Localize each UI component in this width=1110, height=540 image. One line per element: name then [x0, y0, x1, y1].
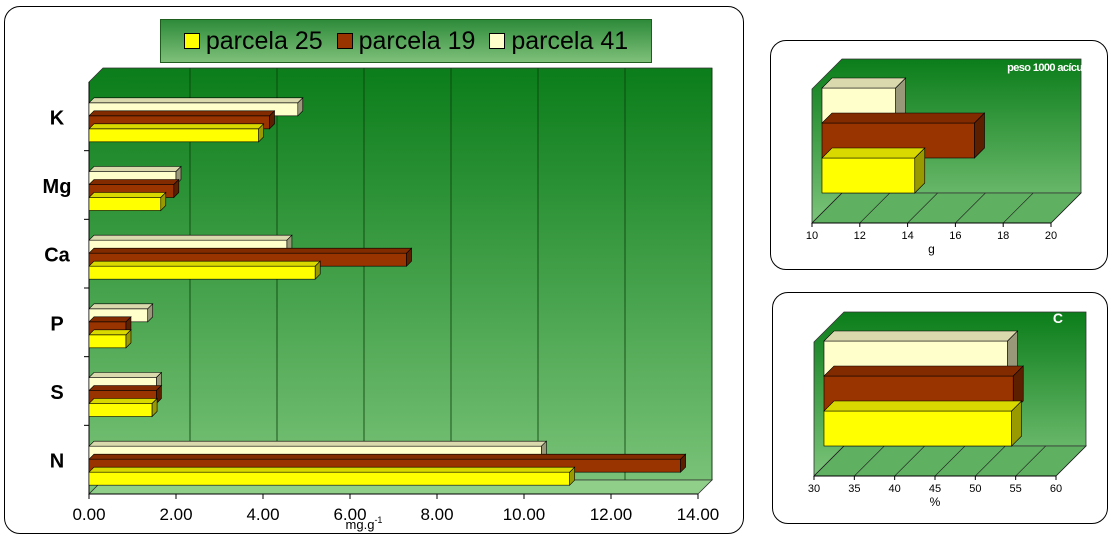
legend-label: parcela 41 — [511, 26, 629, 55]
legend-swatch-parcela-19 — [336, 33, 353, 49]
floor-gridline — [1015, 445, 1046, 477]
x-tick-label: 0.00 — [72, 505, 105, 524]
floor-gridline — [854, 445, 885, 477]
bar — [88, 329, 132, 349]
category-label: N — [50, 451, 64, 473]
x-tick-label: 30 — [808, 483, 820, 495]
floor-gridline — [1002, 192, 1034, 224]
x-axis-label-superscript: -1 — [374, 515, 382, 525]
bar — [88, 260, 321, 280]
main-chart: 0.00 2.00 4.00 6.00 8.00 10.00 12.00 14.00 mg.g-… — [43, 67, 720, 532]
x-tick-label: 55 — [1010, 483, 1022, 495]
bar — [88, 123, 265, 143]
x-tick-label: 2.00 — [159, 505, 192, 524]
needle-weight-chart-panel: 10 12 14 16 18 20 g peso 1000 acículas — [770, 40, 1108, 270]
x-tick-label: 12 — [854, 230, 866, 242]
x-axis-label: g — [928, 242, 935, 256]
x-tick-label: 12.00 — [590, 505, 633, 524]
main-chart-panel: 0.00 2.00 4.00 6.00 8.00 10.00 12.00 14.00 mg.g-… — [4, 6, 744, 534]
x-tick-label: 16 — [949, 230, 961, 242]
floor-gridline — [1050, 192, 1082, 224]
legend-item-parcela-41: parcela 41 — [489, 27, 628, 56]
x-tick-label: 4.00 — [246, 505, 279, 524]
category-label: K — [50, 107, 65, 129]
legend-label: parcela 25 — [205, 26, 323, 55]
bar — [88, 466, 576, 486]
x-tick-label: 35 — [848, 483, 860, 495]
x-tick-label: 40 — [889, 483, 901, 495]
floor-gridline — [1055, 445, 1087, 477]
bar — [88, 191, 167, 212]
floor-gridline — [894, 445, 925, 477]
legend-swatch-parcela-25 — [183, 33, 200, 49]
legend-swatch-parcela-41 — [489, 33, 506, 49]
floor-gridline — [934, 445, 966, 477]
bar — [823, 400, 1023, 447]
x-tick-label: 45 — [929, 483, 941, 495]
x-tick-label: 6.00 — [333, 505, 366, 524]
x-tick-label: 20 — [1045, 230, 1057, 242]
legend-label: parcela 19 — [358, 26, 476, 55]
floor-gridline — [955, 192, 986, 224]
chart-title: peso 1000 acículas — [1007, 62, 1096, 74]
x-tick-label: 10.00 — [503, 505, 546, 524]
floor-gridline — [907, 192, 938, 224]
plot-floor — [811, 192, 1082, 224]
category-label: Mg — [43, 176, 72, 198]
floor-gridline — [859, 192, 891, 224]
legend-item-parcela-25: parcela 25 — [183, 26, 323, 56]
x-tick-label: 14.00 — [677, 505, 720, 524]
x-tick-label: 18 — [997, 230, 1009, 242]
needle-weight-chart: 10 12 14 16 18 20 g peso 1000 acículas — [806, 58, 1097, 256]
category-label: P — [50, 313, 63, 335]
x-tick-label: 8.00 — [420, 505, 453, 524]
legend: parcela 25 parcela 19 parcela 41 — [160, 19, 652, 63]
floor-gridline — [811, 192, 843, 224]
x-axis-label: mg.g-1 — [346, 515, 383, 532]
floor-gridline — [975, 445, 1006, 477]
carbon-chart: 30 35 40 45 50 55 60% C — [808, 310, 1087, 509]
x-tick-label: 10 — [806, 230, 818, 242]
category-label: S — [50, 382, 63, 404]
category-label: Ca — [44, 245, 70, 267]
carbon-chart-panel: 30 35 40 45 50 55 60% C — [772, 292, 1108, 524]
bar — [821, 147, 926, 194]
x-tick-label: 60 — [1050, 483, 1062, 495]
x-tick-label: 14 — [901, 230, 913, 242]
floor-gridline — [813, 445, 845, 477]
legend-item-parcela-19: parcela 19 — [336, 26, 476, 56]
x-tick-label: 50 — [969, 483, 981, 495]
x-axis-label: % — [930, 495, 941, 509]
bar — [88, 397, 158, 418]
chart-title: C — [1053, 310, 1063, 326]
